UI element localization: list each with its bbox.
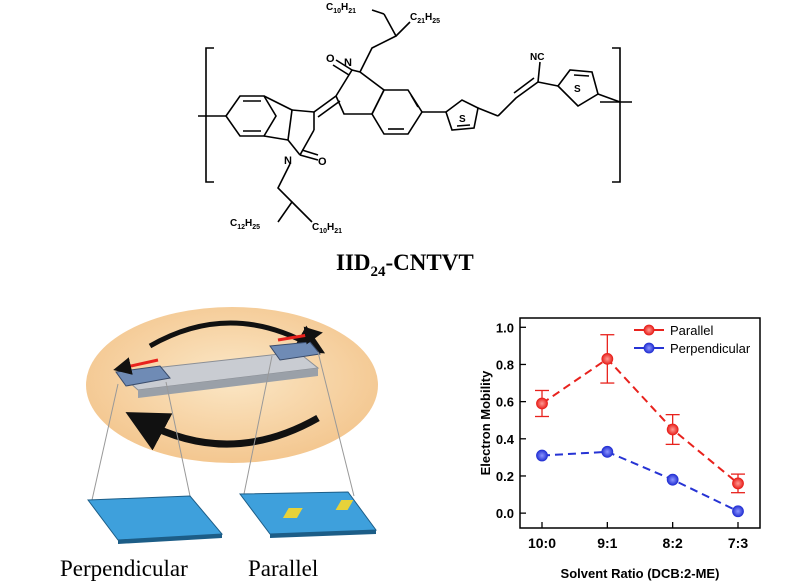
sulfur-label-2: S (574, 84, 581, 95)
y-tick-label: 0.2 (496, 469, 514, 484)
y-tick-label: 0.0 (496, 506, 514, 521)
chart-legend: Parallel Perpendicular (634, 323, 751, 356)
data-point-perpendicular (601, 445, 614, 458)
red-arrow-left (113, 357, 159, 375)
lactam-ring-lower (263, 95, 293, 141)
nitrogen-label-top: N (344, 57, 352, 69)
x-axis-ticks: 10:0 9:1 8:2 7:3 (528, 522, 748, 551)
chemical-structure (198, 9, 632, 223)
caption-perpendicular: Perpendicular (60, 556, 188, 581)
caption-parallel: Parallel (248, 556, 319, 581)
thiophene-ring-2 (556, 69, 599, 108)
y-tick-label: 0.6 (496, 395, 514, 410)
left-bracket (205, 47, 214, 183)
chip-par-pad-b (335, 500, 354, 510)
y-tick-label: 0.8 (496, 357, 514, 372)
atom-labels: N N O O S S NC (284, 52, 581, 168)
data-point-parallel (601, 352, 614, 365)
device-illustration (86, 307, 378, 544)
right-bracket (612, 47, 621, 183)
legend-marker (643, 342, 655, 354)
sulfur-label-1: S (459, 114, 466, 125)
legend-label: Perpendicular (670, 341, 751, 356)
y-axis-ticks: 0.0 0.2 0.4 0.6 0.8 1.0 (496, 320, 526, 521)
series-line-perpendicular (541, 450, 739, 513)
series-line-parallel (541, 357, 739, 485)
x-tick-label: 7:3 (728, 535, 748, 551)
chip-parallel (239, 491, 377, 535)
chain-labels: C10H21 C21H25 C12H25 C10H21 (230, 2, 440, 235)
plot-frame (519, 317, 761, 529)
chain-label-top-left: C10H21 (326, 2, 356, 15)
lactam-ring-upper (335, 69, 386, 115)
data-point-perpendicular (666, 473, 679, 486)
nitrile-label: NC (530, 52, 544, 63)
mobility-chart: 0.0 0.2 0.4 0.6 0.8 1.0 10:0 9:1 8:2 7:3 Paralle… (478, 317, 761, 581)
x-tick-label: 10:0 (528, 535, 556, 551)
oxygen-label-bottom: O (318, 156, 327, 168)
x-tick-label: 9:1 (597, 535, 617, 551)
chip-perpendicular (87, 495, 224, 541)
data-point-parallel (666, 423, 679, 436)
legend-label: Parallel (670, 323, 713, 338)
chain-label-top-right: C21H25 (410, 12, 440, 25)
rotation-arrow-bottom (125, 412, 320, 451)
pad-right (269, 341, 321, 361)
y-axis-label: Electron Mobility (478, 370, 493, 476)
x-tick-label: 8:2 (663, 535, 683, 551)
data-point-parallel (536, 397, 548, 410)
benzene-ring-right (371, 89, 423, 135)
data-point-perpendicular (732, 505, 744, 518)
chain-label-bottom-right: C10H21 (312, 222, 342, 235)
data-point-perpendicular (536, 449, 548, 462)
red-arrow-right (277, 326, 323, 345)
oxygen-label-top: O (326, 53, 335, 65)
legend-marker (643, 324, 655, 336)
series-layer (535, 334, 745, 518)
thiophene-ring-1 (445, 99, 479, 131)
benzene-ring-left (225, 95, 277, 137)
chain-label-bottom-left: C12H25 (230, 218, 260, 231)
nitrogen-label-bottom: N (284, 155, 292, 167)
substrate-bar-side (138, 368, 318, 398)
data-point-parallel (732, 477, 744, 490)
y-tick-label: 0.4 (496, 432, 515, 447)
molecule-name: IID24-CNTVT (336, 250, 474, 280)
chip-par-pad-a (282, 508, 303, 518)
x-axis-label: Solvent Ratio (DCB:2-ME) (561, 566, 720, 581)
y-tick-label: 1.0 (496, 320, 514, 335)
